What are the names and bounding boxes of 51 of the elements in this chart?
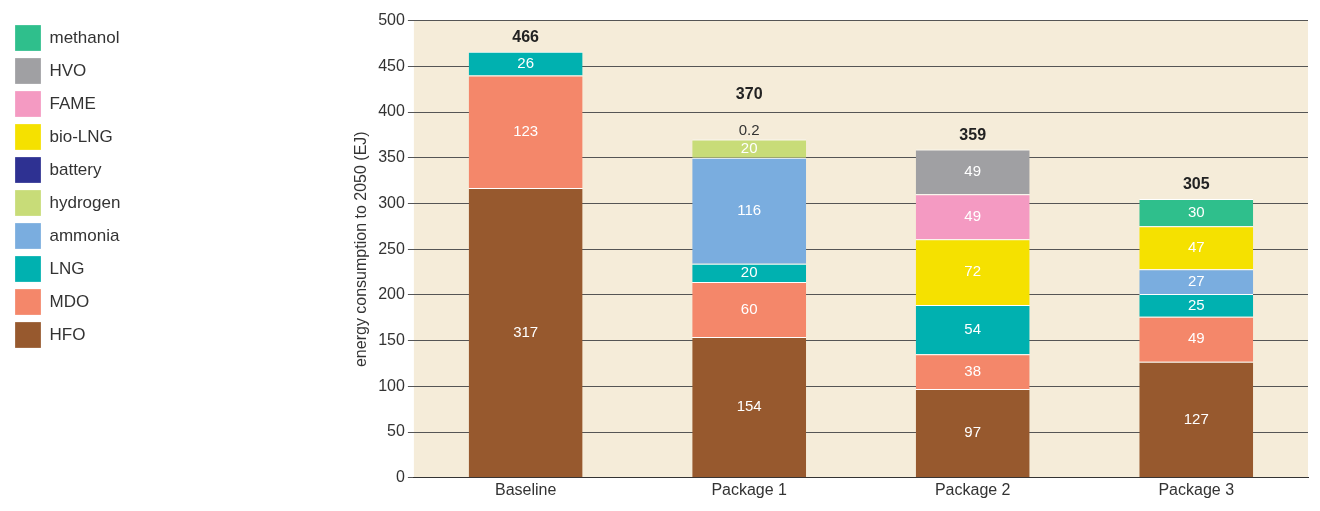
legend-label: hydrogen	[49, 192, 121, 212]
data-label: 127	[1183, 409, 1209, 427]
data-label: 116	[737, 200, 762, 218]
data-label: 72	[964, 262, 982, 280]
legend-label: HVO	[49, 60, 87, 80]
legend-label: LNG	[49, 258, 85, 278]
data-label: 30	[1187, 202, 1205, 220]
y-tick-label: 300	[378, 193, 405, 211]
data-label: 38	[964, 361, 982, 379]
total-label: 305	[1182, 175, 1210, 193]
y-axis-title: energy consumption to 2050 (EJ)	[352, 131, 370, 368]
y-tick-label: 500	[378, 11, 405, 29]
y-tick-label: 200	[378, 285, 405, 303]
data-label: 49	[964, 162, 982, 180]
y-tick-label: 50	[387, 422, 405, 440]
legend-label: MDO	[49, 291, 90, 311]
legend-label: bio-LNG	[49, 126, 113, 146]
y-tick-label: 100	[378, 376, 405, 394]
legend-label: FAME	[49, 93, 96, 113]
legend-label: ammonia	[49, 225, 120, 245]
data-label: 123	[513, 121, 539, 139]
total-label: 359	[959, 125, 987, 143]
data-label: 154	[736, 397, 762, 415]
data-label: 60	[740, 299, 758, 317]
x-tick-label: Package 3	[1158, 480, 1235, 498]
legend-label: battery	[49, 159, 102, 179]
data-label: 0.2	[738, 121, 760, 139]
data-label: 25	[1187, 295, 1205, 313]
y-tick-label: 350	[378, 148, 405, 166]
y-tick-label: 450	[378, 56, 405, 74]
legend-label: methanol	[49, 27, 120, 47]
x-tick-label: Package 2	[934, 480, 1011, 498]
data-label: 20	[740, 263, 758, 281]
total-label: 370	[735, 84, 763, 102]
data-label: 49	[1187, 329, 1205, 347]
y-tick-label: 250	[378, 239, 405, 257]
x-tick-label: Baseline	[494, 480, 557, 498]
data-label: 54	[964, 319, 982, 337]
data-label: 26	[517, 53, 534, 71]
x-tick-label: Package 1	[711, 480, 788, 498]
data-label: 317	[513, 322, 539, 340]
data-label: 49	[964, 206, 982, 224]
total-label: 466	[512, 28, 540, 46]
legend-label: HFO	[49, 324, 86, 344]
y-tick-label: 150	[378, 331, 405, 349]
y-tick-label: 400	[378, 102, 405, 120]
data-label: 97	[964, 423, 982, 441]
data-label: 20	[740, 138, 758, 156]
data-label: 47	[1187, 237, 1205, 255]
y-tick-label: 0	[395, 468, 405, 486]
data-label: 27	[1187, 271, 1205, 289]
